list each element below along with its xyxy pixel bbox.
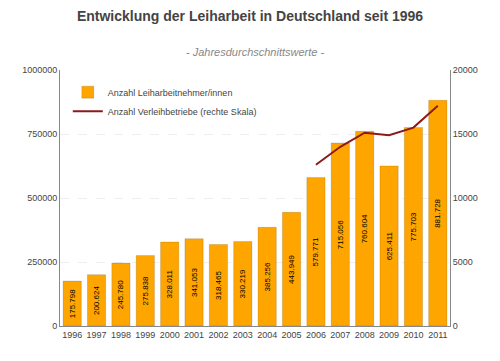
svg-text:2003: 2003 [233,330,253,340]
svg-text:881.728: 881.728 [433,198,442,227]
svg-text:2008: 2008 [355,330,375,340]
svg-text:Entwicklung der Leiharbeit in: Entwicklung der Leiharbeit in Deutschlan… [77,8,423,24]
svg-text:328.011: 328.011 [165,270,174,299]
svg-text:2006: 2006 [306,330,326,340]
svg-text:245.780: 245.780 [116,280,125,309]
svg-text:2011: 2011 [428,330,447,340]
svg-text:275.838: 275.838 [141,276,150,305]
svg-text:2009: 2009 [379,330,399,340]
svg-text:2010: 2010 [403,330,423,340]
svg-text:1999: 1999 [135,330,155,340]
svg-text:0: 0 [453,321,458,331]
svg-text:20000: 20000 [453,65,478,75]
svg-text:715.056: 715.056 [336,220,345,249]
svg-text:625.411: 625.411 [385,232,394,261]
svg-text:Anzahl Verleihbetriebe (rechte: Anzahl Verleihbetriebe (rechte Skala) [108,107,257,117]
svg-text:341.053: 341.053 [190,268,199,297]
svg-text:500000: 500000 [27,193,57,203]
svg-text:750000: 750000 [27,129,57,139]
svg-text:760.604: 760.604 [360,214,369,243]
svg-text:1997: 1997 [87,330,107,340]
svg-text:2001: 2001 [184,330,204,340]
svg-text:15000: 15000 [453,129,478,139]
svg-text:0: 0 [52,321,57,331]
svg-text:775.703: 775.703 [409,212,418,241]
svg-text:2005: 2005 [282,330,302,340]
svg-text:443.949: 443.949 [287,254,296,283]
svg-text:385.256: 385.256 [263,262,272,291]
svg-text:200.624: 200.624 [92,286,101,315]
svg-text:1996: 1996 [62,330,82,340]
svg-text:10000: 10000 [453,193,478,203]
svg-text:175.798: 175.798 [68,289,77,318]
svg-text:250000: 250000 [27,257,57,267]
svg-text:1998: 1998 [111,330,131,340]
svg-text:- Jahresdurchschnittswerte -: - Jahresdurchschnittswerte - [186,46,324,58]
svg-text:579.771: 579.771 [311,237,320,266]
svg-text:1000000: 1000000 [22,65,57,75]
svg-text:2000: 2000 [160,330,180,340]
svg-text:Anzahl Leiharbeitnehmer/innen: Anzahl Leiharbeitnehmer/innen [108,88,233,98]
svg-text:2007: 2007 [330,330,350,340]
svg-text:5000: 5000 [453,257,473,267]
svg-text:2002: 2002 [208,330,228,340]
svg-text:330.219: 330.219 [238,269,247,298]
svg-text:318.465: 318.465 [214,271,223,300]
svg-text:2004: 2004 [257,330,277,340]
